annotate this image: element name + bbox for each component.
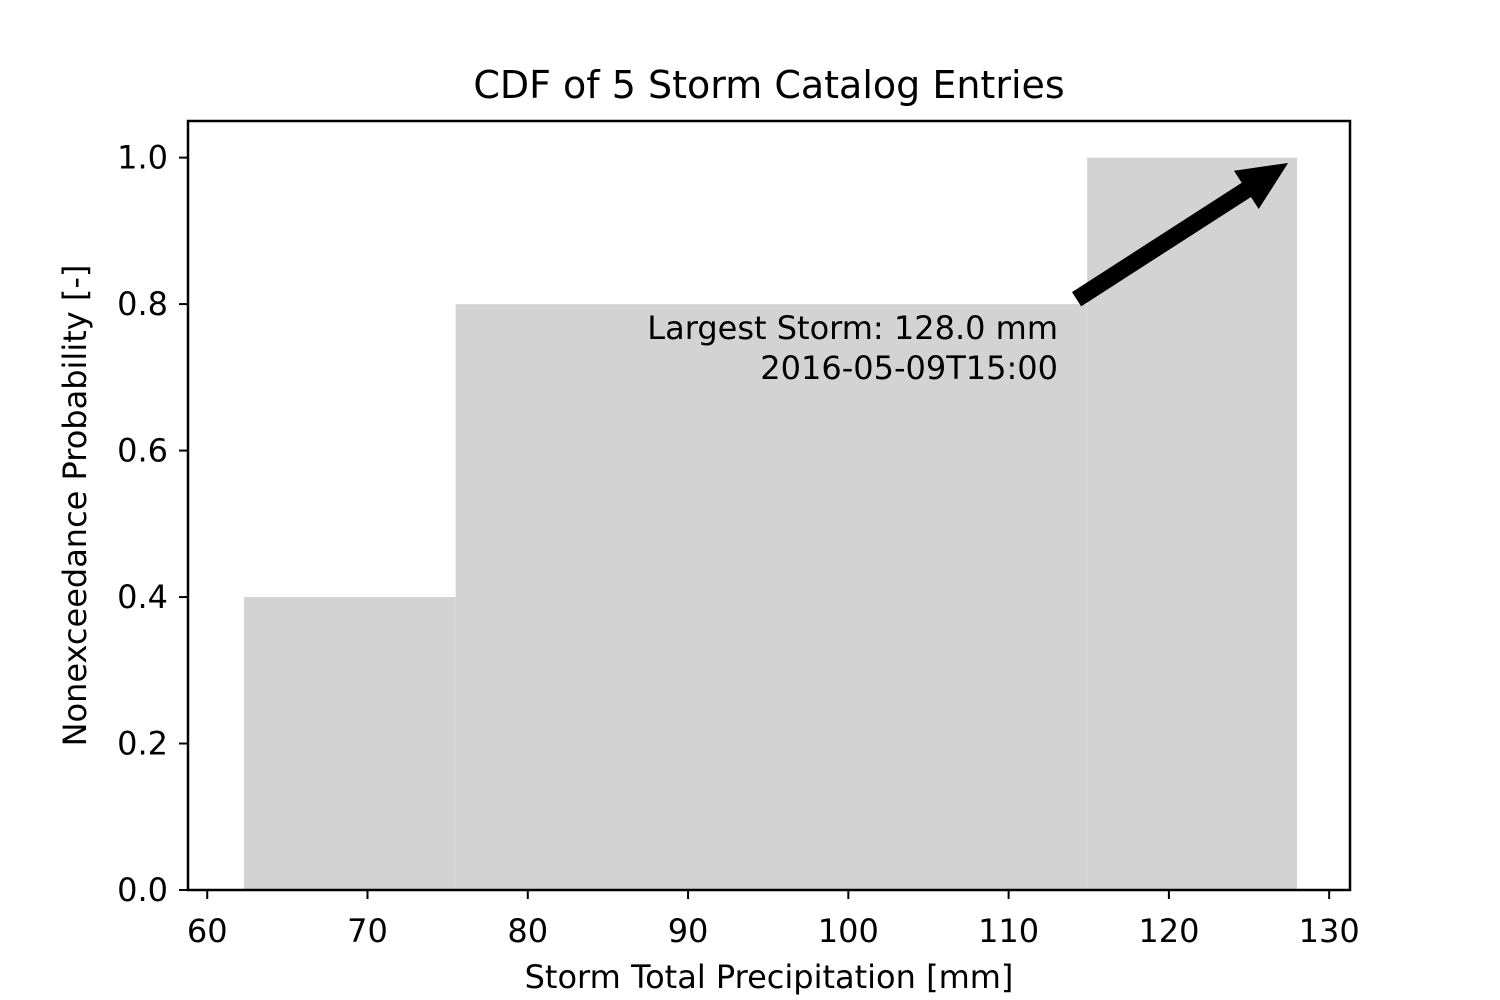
annotation-line-2: 2016-05-09T15:00	[760, 349, 1058, 387]
cdf-bar-1	[244, 597, 456, 890]
x-tick-label: 80	[507, 912, 548, 950]
y-tick-label: 0.8	[117, 285, 168, 323]
x-axis-ticks: 60 70 80 90 100 110 120 130	[187, 890, 1360, 950]
y-tick-label: 0.0	[117, 871, 168, 909]
x-tick-label: 60	[187, 912, 228, 950]
y-tick-label: 1.0	[117, 139, 168, 177]
x-tick-label: 70	[347, 912, 388, 950]
chart-title: CDF of 5 Storm Catalog Entries	[473, 63, 1064, 107]
y-tick-label: 0.2	[117, 725, 168, 763]
x-tick-label: 100	[818, 912, 879, 950]
y-tick-label: 0.4	[117, 578, 168, 616]
x-tick-label: 120	[1138, 912, 1199, 950]
x-axis-label: Storm Total Precipitation [mm]	[525, 958, 1014, 996]
y-axis-label: Nonexceedance Probability [-]	[56, 265, 94, 747]
plot-frame	[186, 119, 1352, 892]
x-tick-label: 130	[1299, 912, 1360, 950]
y-axis-ticks: 0.0 0.2 0.4 0.6 0.8 1.0	[117, 139, 188, 909]
annotation-arrow	[1072, 162, 1289, 307]
x-tick-label: 90	[668, 912, 709, 950]
x-tick-label: 110	[978, 912, 1039, 950]
annotation-line-1: Largest Storm: 128.0 mm	[647, 309, 1058, 347]
y-tick-label: 0.6	[117, 432, 168, 470]
cdf-bar-2	[455, 304, 1088, 891]
